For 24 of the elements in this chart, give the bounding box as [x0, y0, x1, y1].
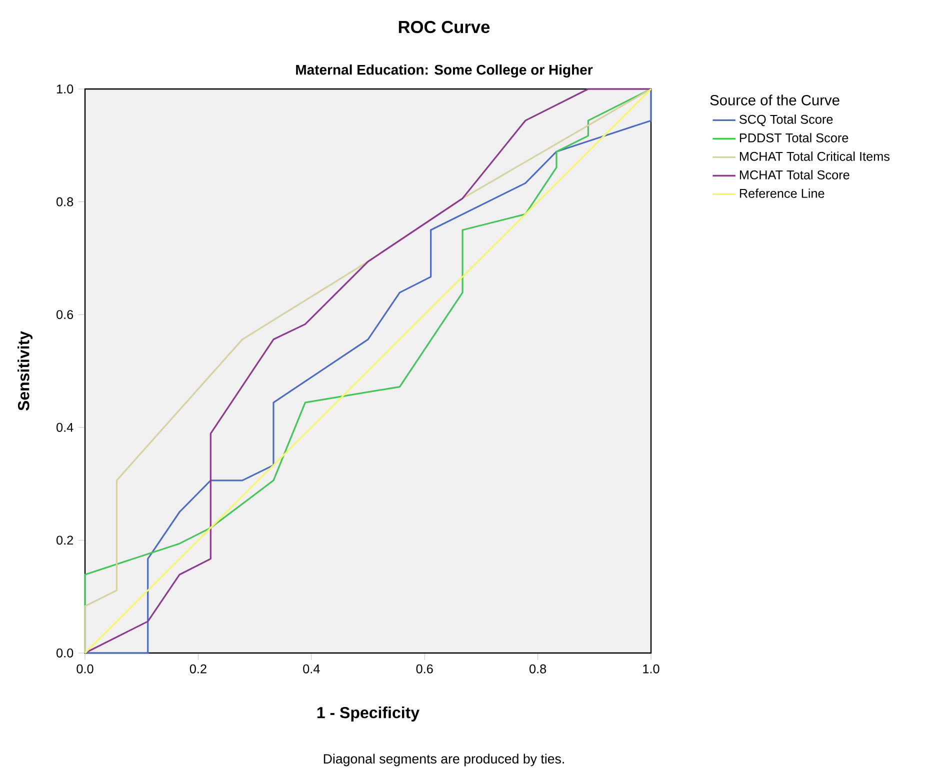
- chart-subtitle: Maternal Education: Some College or Higher: [296, 64, 593, 78]
- x-tick-label: 0.0: [76, 664, 94, 674]
- legend-label: MCHAT Total Critical Items: [740, 152, 890, 161]
- x-tick-label: 0.4: [303, 664, 320, 674]
- y-tick-label: 1.0: [56, 84, 74, 94]
- line-series: [84, 88, 652, 654]
- x-tick-label: 0.6: [416, 664, 433, 674]
- x-axis-title: 1 - Specificity: [317, 706, 420, 722]
- x-tick-label: 1.0: [643, 664, 660, 674]
- y-tick-label: 0.0: [56, 648, 74, 658]
- legend-label: PDDST Total Score: [740, 133, 848, 142]
- y-tick-label: 0.6: [56, 310, 74, 320]
- legend-label: MCHAT Total Score: [740, 170, 850, 180]
- x-tick-label: 0.8: [530, 664, 546, 674]
- y-tick-label: 0.4: [56, 422, 74, 432]
- y-tick-label: 0.2: [56, 536, 73, 545]
- legend-title: Source of the Curve: [710, 94, 840, 106]
- y-axis-title: Sensitivity: [18, 331, 32, 411]
- text: Diagonal segments are produced by ties.: [324, 754, 564, 766]
- legend-label: SCQ Total Score: [739, 114, 833, 126]
- y-tick-label: 0.8: [56, 197, 74, 206]
- legend-label: Reference Line: [740, 188, 824, 198]
- x-tick-label: 0.2: [190, 664, 206, 674]
- chart-title: ROC Curve: [398, 20, 490, 34]
